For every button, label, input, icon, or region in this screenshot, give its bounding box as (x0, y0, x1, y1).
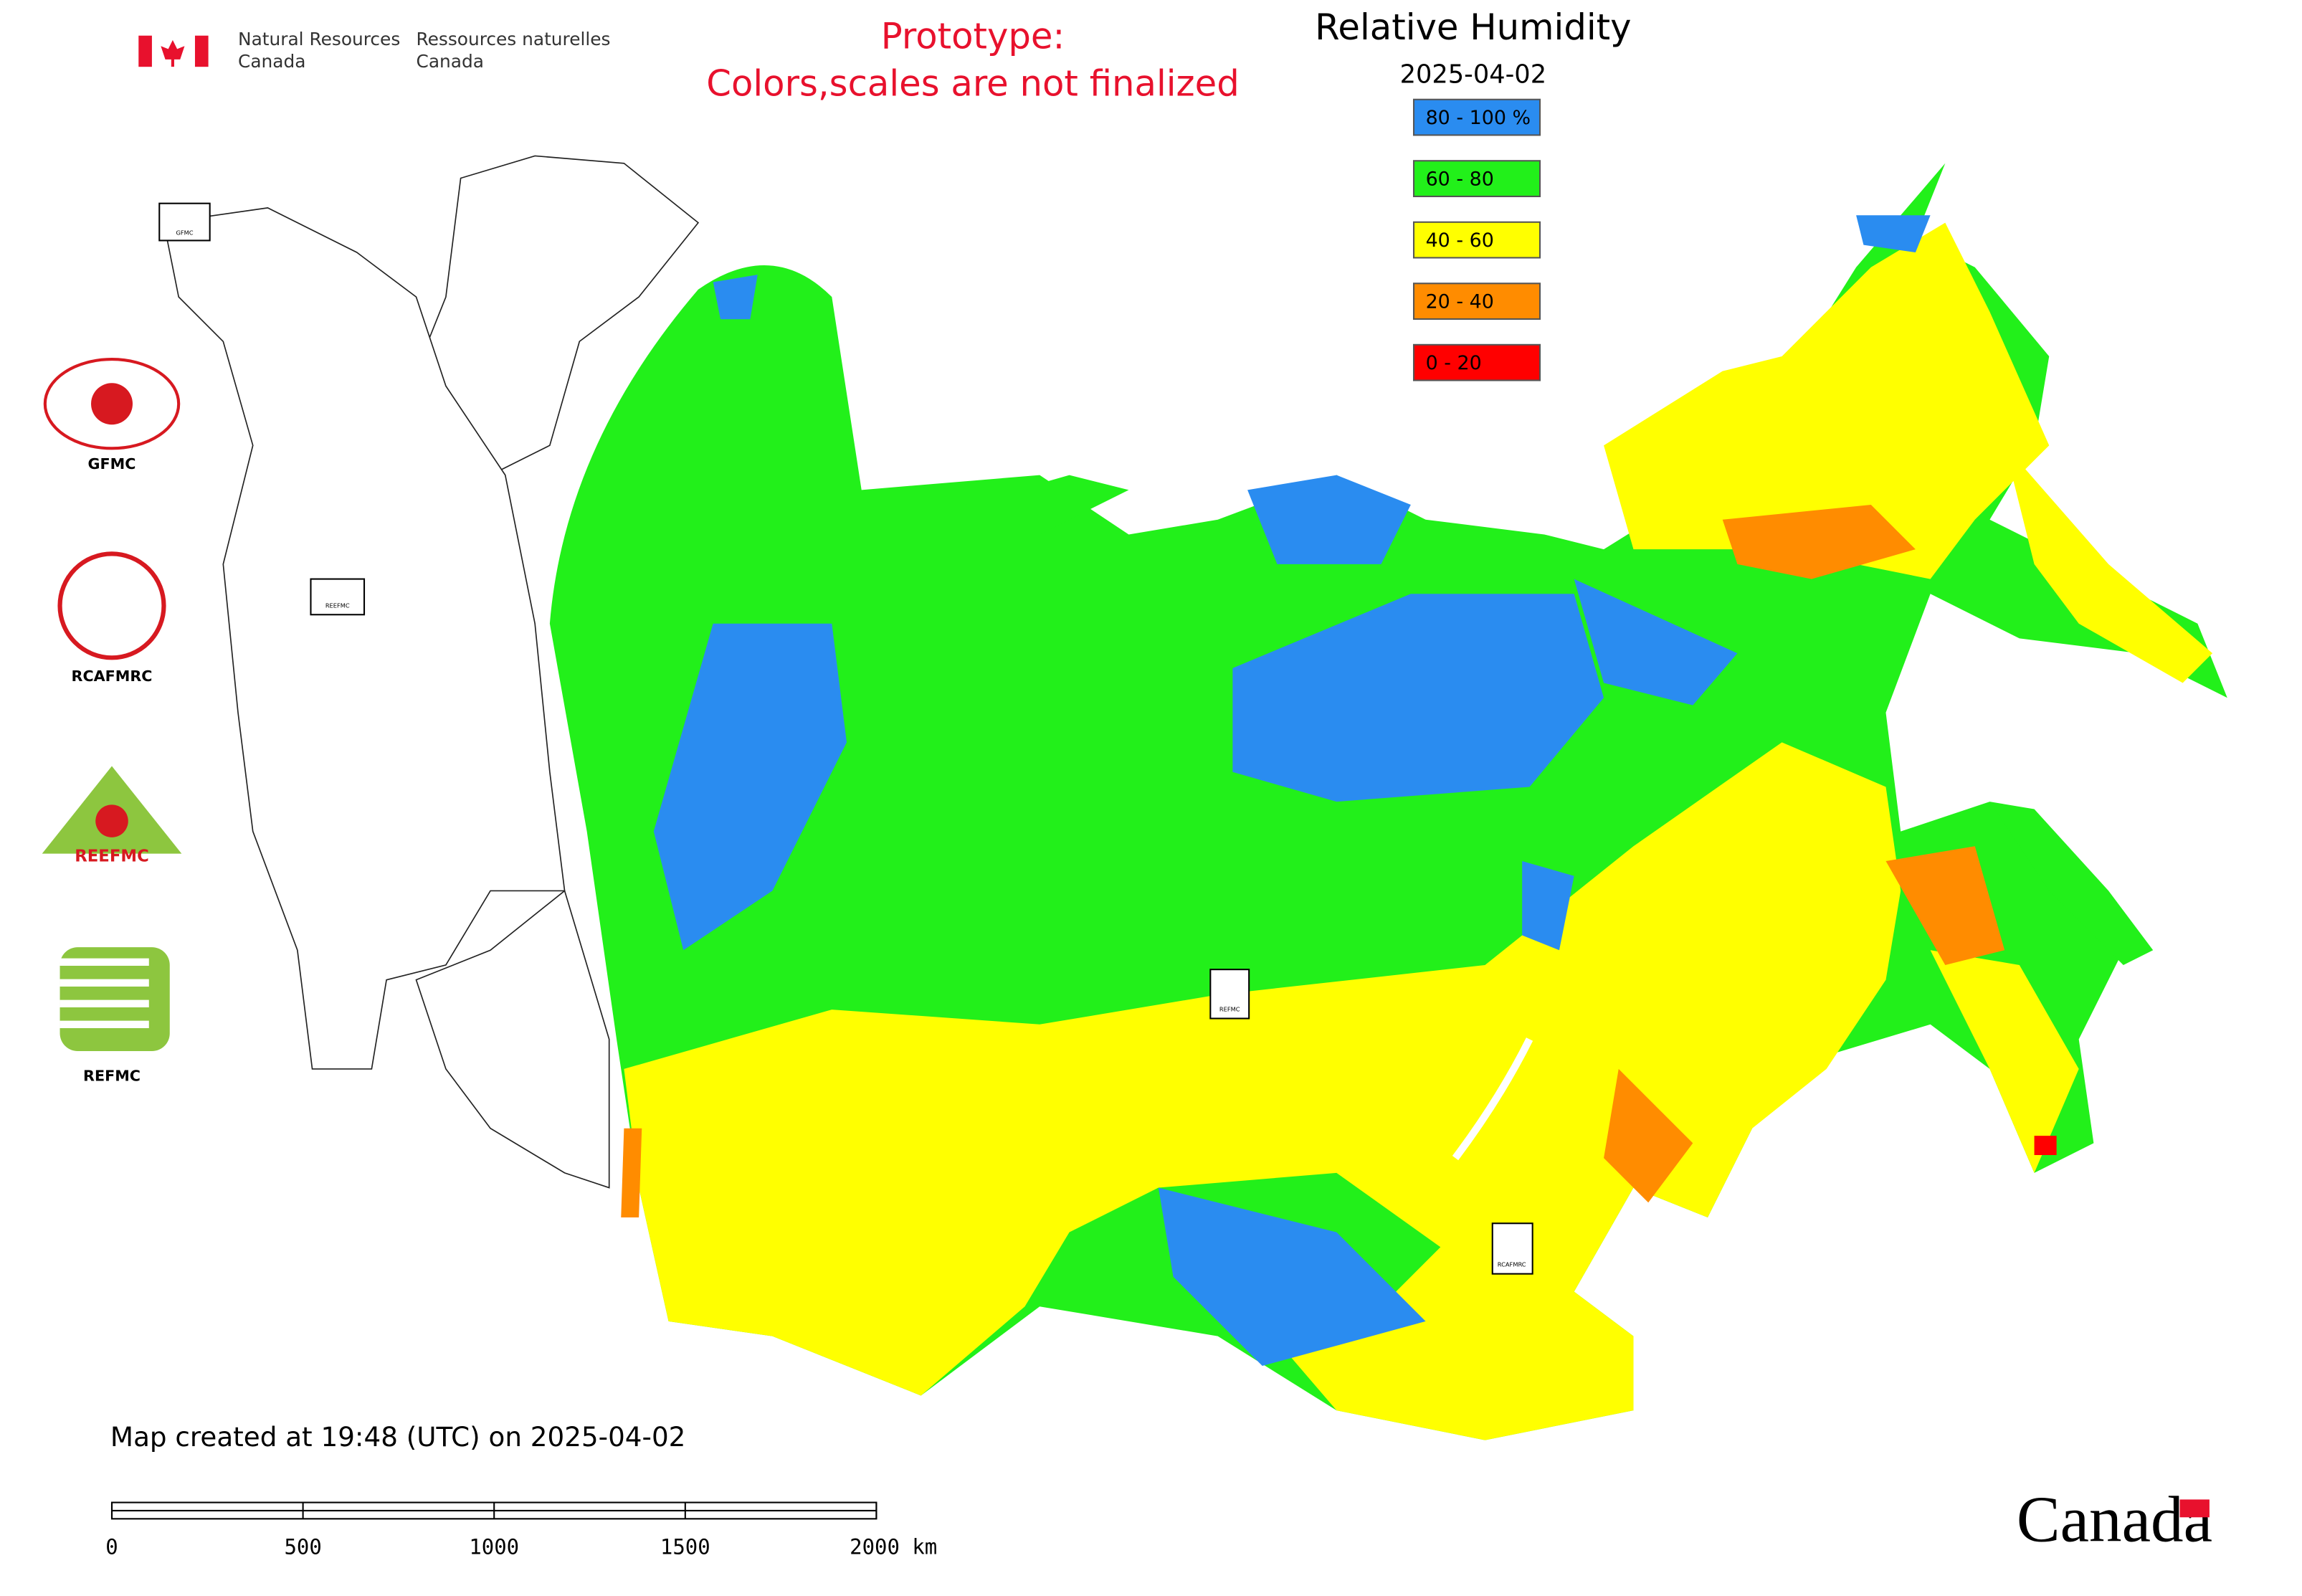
wordmark-flag (2179, 1499, 2210, 1518)
humidity-region (1989, 802, 2154, 965)
humidity-region (2034, 1136, 2057, 1156)
marker-box (158, 202, 211, 242)
humidity-region (1232, 594, 1604, 802)
humidity-region (1247, 475, 1411, 564)
humidity-region (1158, 1187, 1426, 1367)
humidity-region (965, 475, 1129, 535)
marker-box (1491, 1222, 1533, 1275)
scale-label: 1000 (469, 1535, 519, 1559)
refmc-logo (60, 958, 149, 1028)
scale-label: 2000 km (850, 1535, 937, 1559)
maple-leaf (161, 39, 185, 67)
reefmc-logo (95, 804, 128, 837)
notice: Colors,scales are not finalized (706, 63, 1239, 105)
logos: GFMC RCAFMRC REEFMC REFMC (42, 358, 182, 1084)
legend-swatch (1412, 282, 1541, 320)
legend-label: 40 - 60 (1426, 229, 1494, 252)
logo-label: REEFMC (75, 847, 149, 865)
marker-label: REEFMC (325, 602, 350, 609)
gfmc-logo (91, 383, 133, 425)
nrcan-header: Natural Resources Canada Ressources natu… (138, 29, 611, 72)
country-outline (415, 890, 610, 1189)
legend-swatch (1412, 343, 1541, 381)
legend-swatch (1412, 98, 1541, 136)
marker-box (310, 578, 366, 616)
flag-band (138, 35, 152, 67)
scale-label: 1500 (660, 1535, 710, 1559)
scale-label: 500 (284, 1535, 321, 1559)
humidity-region (1574, 579, 1738, 706)
notice: Prototype: (881, 15, 1065, 57)
legend-swatch (1412, 221, 1541, 259)
country-outline (163, 207, 566, 1070)
humidity-region (1604, 1068, 1693, 1203)
scale-bar: 0 500 1000 1500 2000 km (105, 1501, 937, 1559)
humidity-region (1885, 846, 2005, 965)
created-note: Map created at 19:48 (UTC) on 2025-04-02 (110, 1421, 685, 1453)
legend-label: 80 - 100 % (1426, 107, 1531, 129)
legend-swatch (1412, 160, 1541, 197)
scale-label: 0 (105, 1535, 118, 1559)
humidity-region (1604, 222, 2050, 579)
legend-label: 20 - 40 (1426, 291, 1494, 313)
lake-baikal (1452, 1037, 1533, 1161)
legend-date: 2025-04-02 (1400, 60, 1547, 90)
humidity-region (1930, 950, 2079, 1173)
humidity-region (2004, 445, 2213, 683)
humidity-region (653, 623, 847, 951)
humidity-region (713, 275, 758, 320)
humidity-region (1722, 505, 1916, 579)
marker-label: REFMC (1219, 1006, 1240, 1013)
humidity-region (624, 742, 1901, 1440)
agency-fr: Ressources naturelles (417, 29, 611, 49)
agency-en: Natural Resources (238, 29, 400, 49)
marker-label: RCAFMRC (1498, 1261, 1526, 1268)
legend-title: Relative Humidity (1315, 6, 1631, 48)
logo-label: GFMC (88, 455, 136, 472)
flag-band (194, 35, 209, 67)
legend-label: 60 - 80 (1426, 168, 1494, 191)
marker-box (1209, 969, 1250, 1020)
logo-label: REFMC (83, 1067, 141, 1084)
legend: 80 - 100 % 60 - 80 40 - 60 20 - 40 0 - 20 (1412, 98, 1541, 381)
map (163, 155, 2227, 1440)
marker-label: GFMC (176, 229, 193, 237)
canada-wordmark: Canada (2017, 1483, 2212, 1556)
agency-fr: Canada (417, 51, 484, 72)
agency-en: Canada (238, 51, 305, 72)
logo-label: RCAFMRC (72, 668, 153, 685)
humidity-region (1522, 861, 1574, 951)
rcafmrc-logo (57, 551, 166, 660)
humidity-region (621, 1128, 642, 1217)
humidity-region (1856, 215, 1931, 253)
legend-label: 0 - 20 (1426, 352, 1482, 374)
map-markers: GFMC REEFMC REFMC RCAFMRC (158, 202, 1533, 1275)
